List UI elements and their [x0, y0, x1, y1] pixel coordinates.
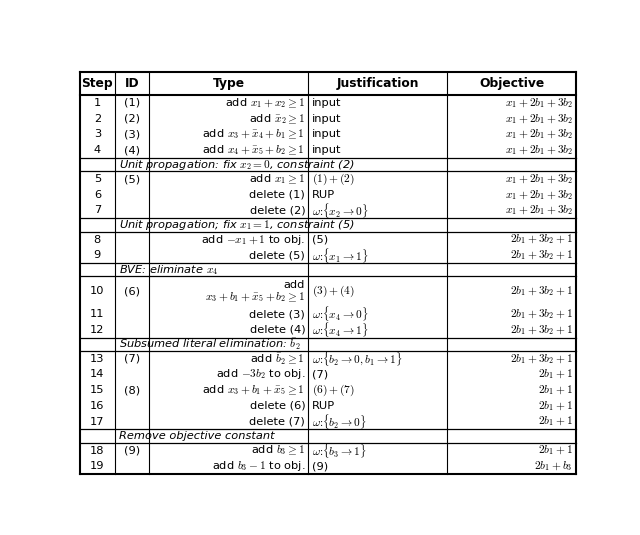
Text: $x_1 + 2b_1 + 3b_2$: $x_1 + 2b_1 + 3b_2$	[505, 96, 573, 110]
Text: Step: Step	[81, 77, 113, 90]
Text: 5: 5	[93, 174, 101, 184]
Text: 16: 16	[90, 401, 104, 411]
Text: 19: 19	[90, 461, 104, 471]
Text: $\omega\colon \{b_3 \to 1\}$: $\omega\colon \{b_3 \to 1\}$	[312, 441, 367, 460]
Text: 3: 3	[93, 129, 101, 140]
Text: RUP: RUP	[312, 401, 335, 411]
Text: input: input	[312, 114, 341, 124]
Text: $x_1 + 2b_1 + 3b_2$: $x_1 + 2b_1 + 3b_2$	[505, 188, 573, 202]
Text: (2): (2)	[124, 114, 140, 124]
Text: $x_1 + 2b_1 + 3b_2$: $x_1 + 2b_1 + 3b_2$	[505, 112, 573, 126]
Text: Unit propagation: fix $x_2 = 0$, constraint (2): Unit propagation: fix $x_2 = 0$, constra…	[118, 158, 355, 172]
Text: input: input	[312, 129, 341, 140]
Text: 9: 9	[93, 250, 101, 260]
Text: $x_1 + 2b_1 + 3b_2$: $x_1 + 2b_1 + 3b_2$	[505, 203, 573, 217]
Text: (4): (4)	[124, 145, 140, 155]
Text: (3): (3)	[124, 129, 140, 140]
Text: (7): (7)	[124, 354, 140, 364]
Text: (9): (9)	[124, 446, 140, 456]
Text: 17: 17	[90, 417, 104, 426]
Text: add $x_1 \geq 1$: add $x_1 \geq 1$	[250, 172, 305, 186]
Text: $(3) + (4)$: $(3) + (4)$	[312, 284, 355, 299]
Text: $x_1 + 2b_1 + 3b_2$: $x_1 + 2b_1 + 3b_2$	[505, 143, 573, 157]
Text: RUP: RUP	[312, 190, 335, 200]
Text: (5): (5)	[124, 174, 140, 184]
Text: $2b_1 + 3b_2 + 1$: $2b_1 + 3b_2 + 1$	[510, 323, 573, 337]
Text: $\omega\colon \{x_4 \to 0\}$: $\omega\colon \{x_4 \to 0\}$	[312, 304, 368, 324]
Text: Justification: Justification	[337, 77, 419, 90]
Text: add $-3b_2$ to obj.: add $-3b_2$ to obj.	[216, 368, 305, 381]
Text: $2b_1 + 1$: $2b_1 + 1$	[538, 383, 573, 397]
Text: delete (3): delete (3)	[250, 309, 305, 319]
Text: (1): (1)	[124, 98, 140, 108]
Text: add $b_3 \geq 1$: add $b_3 \geq 1$	[251, 444, 305, 457]
Text: $2b_1 + 1$: $2b_1 + 1$	[538, 368, 573, 381]
Text: $x_1 + 2b_1 + 3b_2$: $x_1 + 2b_1 + 3b_2$	[505, 172, 573, 186]
Text: 18: 18	[90, 446, 104, 456]
Text: $x_3 + b_1 + \bar{x}_5 + b_2 \geq 1$: $x_3 + b_1 + \bar{x}_5 + b_2 \geq 1$	[205, 290, 305, 303]
Text: 14: 14	[90, 370, 104, 379]
Text: ID: ID	[125, 77, 140, 90]
Text: $2b_1 + 1$: $2b_1 + 1$	[538, 444, 573, 457]
Text: $2b_1 + 3b_2 + 1$: $2b_1 + 3b_2 + 1$	[510, 285, 573, 298]
Text: $(1) + (2)$: $(1) + (2)$	[312, 171, 355, 187]
Text: (7): (7)	[312, 370, 328, 379]
Text: 12: 12	[90, 325, 104, 335]
Text: $(6) + (7)$: $(6) + (7)$	[312, 383, 355, 398]
Text: Objective: Objective	[479, 77, 544, 90]
Text: BVE: eliminate $x_4$: BVE: eliminate $x_4$	[118, 263, 218, 277]
Text: (9): (9)	[312, 461, 328, 471]
Text: 1: 1	[93, 98, 101, 108]
Text: $\omega\colon \{x_1 \to 1\}$: $\omega\colon \{x_1 \to 1\}$	[312, 246, 368, 265]
Text: add $x_1 + x_2 \geq 1$: add $x_1 + x_2 \geq 1$	[225, 96, 305, 110]
Text: delete (4): delete (4)	[250, 325, 305, 335]
Text: 6: 6	[94, 190, 101, 200]
Text: add $x_4 + \bar{x}_5 + b_2 \geq 1$: add $x_4 + \bar{x}_5 + b_2 \geq 1$	[202, 143, 305, 157]
Text: delete (2): delete (2)	[250, 205, 305, 216]
Text: delete (6): delete (6)	[250, 401, 305, 411]
Text: add $\bar{b}_2 \geq 1$: add $\bar{b}_2 \geq 1$	[250, 351, 305, 366]
Text: 13: 13	[90, 354, 104, 364]
Text: Remove objective constant: Remove objective constant	[118, 431, 275, 441]
Text: delete (1): delete (1)	[250, 190, 305, 200]
Text: $2b_1 + 3b_2 + 1$: $2b_1 + 3b_2 + 1$	[510, 233, 573, 247]
Text: 10: 10	[90, 286, 104, 296]
Text: add $x_3 + \bar{x}_4 + b_1 \geq 1$: add $x_3 + \bar{x}_4 + b_1 \geq 1$	[202, 127, 305, 141]
Text: add $b_3 - 1$ to obj.: add $b_3 - 1$ to obj.	[212, 459, 305, 473]
Text: $\omega\colon \{x_4 \to 1\}$: $\omega\colon \{x_4 \to 1\}$	[312, 320, 368, 339]
Text: input: input	[312, 98, 341, 108]
Text: delete (7): delete (7)	[250, 417, 305, 426]
Text: $2b_1 + 1$: $2b_1 + 1$	[538, 399, 573, 413]
Text: add $-x_1 + 1$ to obj.: add $-x_1 + 1$ to obj.	[201, 233, 305, 247]
Text: 4: 4	[94, 145, 101, 155]
Text: $\omega\colon \{x_2 \to 0\}$: $\omega\colon \{x_2 \to 0\}$	[312, 201, 368, 220]
Text: $\omega\colon \{b_2 \to 0\}$: $\omega\colon \{b_2 \to 0\}$	[312, 412, 367, 431]
Text: 11: 11	[90, 309, 104, 319]
Text: $2b_1 + 3b_2 + 1$: $2b_1 + 3b_2 + 1$	[510, 248, 573, 262]
Text: $\omega\colon \{b_2 \to 0, b_1 \to 1\}$: $\omega\colon \{b_2 \to 0, b_1 \to 1\}$	[312, 349, 403, 368]
Text: 7: 7	[93, 205, 101, 216]
Text: $2b_1 + 3b_2 + 1$: $2b_1 + 3b_2 + 1$	[510, 352, 573, 366]
Text: add $x_3 + b_1 + \bar{x}_5 \geq 1$: add $x_3 + b_1 + \bar{x}_5 \geq 1$	[202, 383, 305, 397]
Text: Subsumed literal elimination: $\bar{b}_2$: Subsumed literal elimination: $\bar{b}_2…	[118, 337, 301, 352]
Text: Unit propagation; fix $x_1 = 1$, constraint (5): Unit propagation; fix $x_1 = 1$, constra…	[118, 218, 355, 232]
Text: delete (5): delete (5)	[250, 250, 305, 260]
Text: $2b_1 + 1$: $2b_1 + 1$	[538, 415, 573, 429]
Text: $2b_1 + 3b_2 + 1$: $2b_1 + 3b_2 + 1$	[510, 307, 573, 321]
Text: Type: Type	[212, 77, 245, 90]
Text: (5): (5)	[312, 234, 328, 244]
Text: (6): (6)	[124, 286, 140, 296]
Text: input: input	[312, 145, 341, 155]
Text: add: add	[284, 280, 305, 290]
Text: 8: 8	[93, 234, 101, 244]
Text: 15: 15	[90, 385, 104, 395]
Text: (8): (8)	[124, 385, 140, 395]
Text: $x_1 + 2b_1 + 3b_2$: $x_1 + 2b_1 + 3b_2$	[505, 127, 573, 141]
Text: 2: 2	[94, 114, 101, 124]
Text: $2b_1 + b_3$: $2b_1 + b_3$	[534, 460, 573, 473]
Text: add $\bar{x}_2 \geq 1$: add $\bar{x}_2 \geq 1$	[249, 112, 305, 126]
